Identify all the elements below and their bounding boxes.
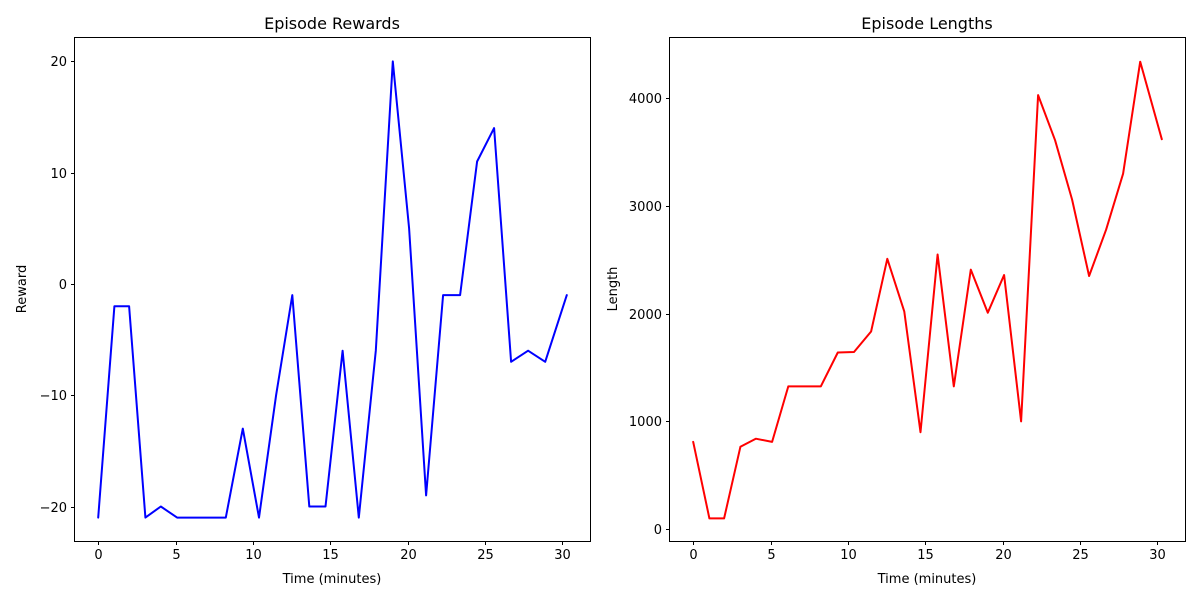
lengths-x-tick-label: 5 [767,548,775,563]
rewards-x-tick-label: 5 [172,548,180,563]
lengths-x-tick-label: 20 [995,548,1012,563]
rewards-chart: Episode Rewards 0 5 10 15 20 25 30−20−1001020 … [15,14,591,587]
rewards-line [97,60,568,519]
lengths-y-axis-label: Length [606,267,621,312]
rewards-y-tick-label: 0 [59,278,67,293]
rewards-x-tick-label: 15 [322,548,339,563]
rewards-chart-title: Episode Rewards [264,14,400,33]
rewards-x-tick-label: 0 [94,548,102,563]
rewards-ticks: 0 5 10 15 20 25 30 −20 −10 0 10 20 [40,55,571,563]
lengths-x-tick-label: 15 [917,548,934,563]
lengths-chart: Episode Lengths 0 5 10 15 20 25 30 0 1000 2000 300… [606,14,1186,587]
rewards-plot-frame [74,37,591,542]
rewards-x-tick-label: 20 [400,548,417,563]
lengths-y-tick-label: 0 [654,523,662,538]
rewards-x-tick-label: 30 [554,548,571,563]
rewards-y-tick-label: 20 [50,55,67,70]
lengths-ticks: 0 5 10 15 20 25 30 0 1000 2000 3000 4000 [629,92,1166,563]
rewards-y-axis-label: Reward [15,265,30,313]
lengths-y-tick-label: 2000 [629,308,662,323]
lengths-y-tick-label: 1000 [629,415,662,430]
lengths-x-tick-label: 30 [1149,548,1166,563]
lengths-x-tick-label: 10 [840,548,857,563]
lengths-x-tick-label: 0 [689,548,697,563]
rewards-y-tick-label: −10 [40,389,67,404]
rewards-x-tick-label: 10 [245,548,262,563]
rewards-x-axis-label: Time (minutes) [282,572,382,587]
lengths-line [692,60,1163,520]
rewards-y-tick-label: 10 [50,167,67,182]
lengths-x-axis-label: Time (minutes) [877,572,977,587]
lengths-y-tick-label: 4000 [629,92,662,107]
lengths-chart-title: Episode Lengths [861,14,992,33]
rewards-x-tick-label: 25 [477,548,494,563]
lengths-x-tick-label: 25 [1072,548,1089,563]
rewards-y-tick-label: −20 [40,501,67,516]
lengths-plot-frame [669,37,1186,542]
lengths-y-tick-label: 3000 [629,200,662,215]
